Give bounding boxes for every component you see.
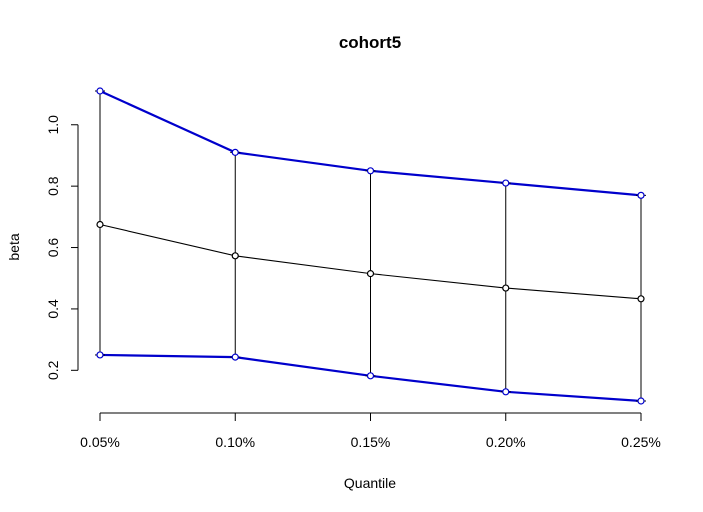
data-point-upper bbox=[502, 179, 510, 187]
y-tick-label: 0.2 bbox=[45, 360, 61, 380]
x-axis-label: Quantile bbox=[344, 475, 396, 491]
y-axis: 0.2 0.4 0.6 0.8 1.0 bbox=[45, 115, 79, 380]
error-bars bbox=[99, 91, 642, 401]
y-tick-label: 0.6 bbox=[45, 238, 61, 258]
x-axis: 0.05% 0.10% 0.15% 0.20% 0.25% bbox=[80, 412, 661, 450]
data-point-estimate bbox=[231, 252, 239, 260]
data-point-lower bbox=[96, 351, 104, 359]
data-point-lower bbox=[366, 372, 375, 380]
data-point-lower bbox=[231, 353, 239, 361]
data-point-estimate bbox=[96, 220, 104, 229]
x-tick-label: 0.10% bbox=[215, 434, 255, 450]
y-axis-label: beta bbox=[6, 233, 22, 260]
data-point-estimate bbox=[502, 284, 510, 292]
data-point-estimate bbox=[637, 295, 645, 303]
chart-title: cohort5 bbox=[339, 33, 401, 52]
data-point-upper bbox=[366, 167, 375, 175]
data-point-lower bbox=[502, 388, 510, 396]
y-tick-label: 1.0 bbox=[45, 115, 61, 135]
series-layer bbox=[95, 87, 646, 405]
y-tick-label: 0.4 bbox=[45, 299, 61, 319]
x-tick-label: 0.25% bbox=[621, 434, 661, 450]
data-point-estimate bbox=[366, 270, 375, 278]
data-point-lower bbox=[637, 397, 645, 405]
x-tick-label: 0.20% bbox=[486, 434, 526, 450]
x-tick-label: 0.15% bbox=[351, 434, 391, 450]
data-point-upper bbox=[231, 148, 239, 156]
x-tick-label: 0.05% bbox=[80, 434, 120, 450]
data-point-upper bbox=[637, 191, 645, 199]
y-tick-label: 0.8 bbox=[45, 176, 61, 196]
data-point-upper bbox=[96, 87, 104, 95]
